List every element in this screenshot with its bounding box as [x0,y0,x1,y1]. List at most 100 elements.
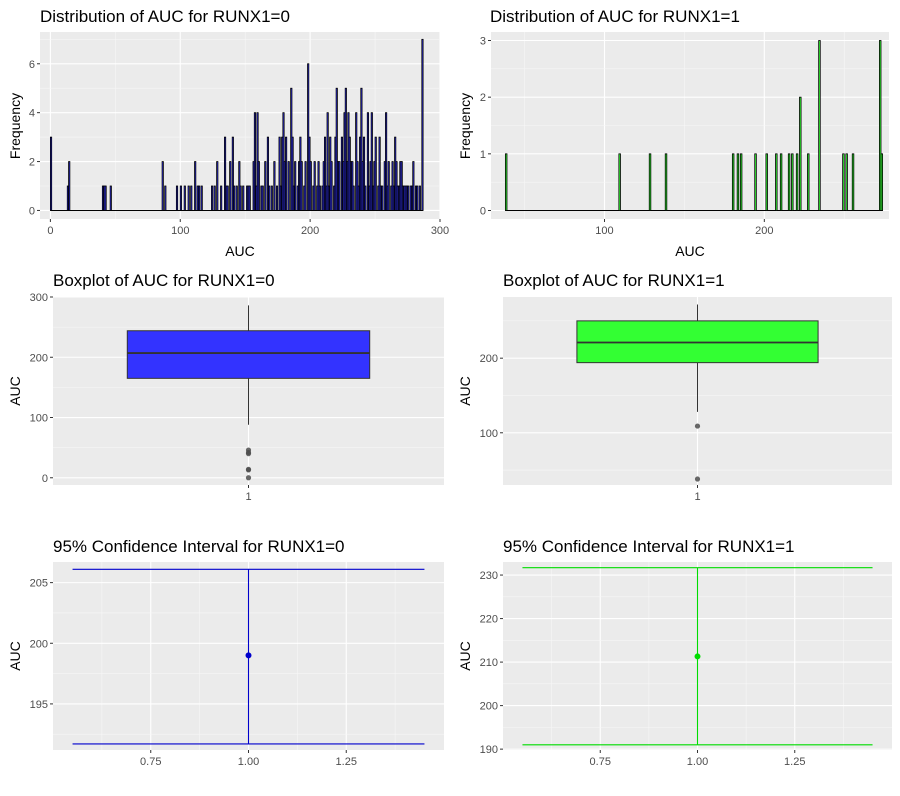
box1-y-tick-label: 200 [480,353,498,365]
box0-outlier-point [245,466,252,472]
hist0-bar [318,185,321,211]
box0-x-tick-label: 1 [245,491,251,503]
box0-marks [126,305,371,481]
hist1-bar [795,153,799,211]
hist0-y-tick-label: 0 [29,205,35,217]
box0-outlier-point [245,447,252,453]
hist1-x-ticks: 100 200 [595,219,774,237]
ci1-marks [522,567,873,746]
hist0-x-tick-label: 300 [431,225,449,237]
hist0-bar [187,185,190,211]
box0-y-tick-label: 100 [30,413,48,425]
box0-y-label: AUC [7,376,23,406]
hist0-bar [213,185,216,211]
hist0-y-tick-label: 6 [29,59,35,71]
hist1-bar [791,153,794,211]
hist1-bar [779,153,783,211]
ci1-x-tick-label: 1.00 [687,756,708,768]
ci0-y-label: AUC [7,641,23,671]
box0-y-tick-label: 200 [30,352,48,364]
hist0-bar [374,136,377,211]
hist0-bar [273,161,276,211]
ci1-y-tick-label: 200 [480,701,498,713]
hist1-y-tick-label: 1 [480,149,486,161]
hist0-y-ticks: 0 2 4 6 [29,59,40,217]
ci1-x-ticks: 0.75 1.00 1.25 [590,750,805,768]
ci1-title: 95% Confidence Interval for RUNX1=1 [503,537,795,556]
hist0-bar [285,136,288,211]
hist1-bar [731,153,735,211]
ci0-x-ticks: 0.75 1.00 1.25 [140,750,357,768]
hist1-bar [664,153,668,211]
box1-marks [576,304,819,482]
hist0-bar [226,185,229,211]
ci0-x-tick-label: 0.75 [140,756,161,768]
hist0-bar [270,185,273,211]
hist0-bar [366,112,369,211]
hist0-bar [248,185,251,211]
ci1-x-tick-label: 0.75 [590,756,611,768]
hist0-bar [335,87,338,211]
hist0-bar [220,185,223,211]
hist0-bar [330,161,333,211]
hist0-y-tick-label: 4 [29,108,35,120]
hist0-x-tick-label: 200 [301,225,319,237]
hist0-bar [360,87,363,211]
hist1-bar [648,153,652,211]
hist0-panel: Distribution of AUC for RUNX1=0 0 100 200 3… [7,7,449,259]
hist1-bar [787,153,791,211]
hist1-bar [807,153,810,211]
box0-x-ticks: 1 [245,485,252,503]
hist0-bar [161,161,164,211]
box1-title: Boxplot of AUC for RUNX1=1 [503,271,725,290]
hist0-bar [294,161,297,211]
hist0-bar [407,185,410,211]
box1-outlier-point [694,423,701,429]
ci0-mean-point [245,652,252,659]
hist1-bar [736,153,740,211]
hist1-bar [739,153,743,211]
hist0-bar [421,38,424,211]
hist1-bar [765,153,768,211]
hist0-bar [190,185,193,211]
hist0-bar [412,161,415,211]
hist1-panel: Distribution of AUC for RUNX1=1 100 200 0… [457,7,889,259]
hist1-bar [504,153,508,211]
hist0-bar [266,136,269,211]
hist0-bar [200,185,203,211]
hist0-bar [235,185,238,211]
hist0-bar [352,185,355,211]
hist0-y-label: Frequency [7,93,23,159]
hist1-bar [842,153,845,211]
ci0-x-tick-label: 1.00 [238,756,259,768]
hist1-bar [851,153,855,211]
hist1-bar [818,40,821,211]
box0-panel: Boxplot of AUC for RUNX1=0 1 0100200300 … [7,271,444,503]
box0-y-tick-label: 300 [30,292,48,304]
hist0-bar [385,112,388,211]
hist0-bar [183,185,186,211]
hist0-bar [326,112,329,211]
hist0-bar [261,185,264,211]
ci0-y-tick-label: 205 [30,578,48,590]
hist0-title: Distribution of AUC for RUNX1=0 [40,7,290,26]
hist0-bar [278,136,281,211]
ci0-y-ticks: 195 200 205 [30,578,53,711]
hist0-bar [239,185,242,211]
hist1-x-tick-label: 100 [595,225,613,237]
hist0-bar [378,136,381,211]
hist0-bar [216,161,219,211]
hist1-bar [754,153,757,211]
hist1-x-label: AUC [675,243,705,259]
ci1-y-label: AUC [457,641,473,671]
box1-y-tick-label: 100 [480,428,498,440]
ci1-y-tick-label: 210 [480,657,498,669]
hist0-bars [49,38,424,211]
hist0-bar [164,185,167,211]
hist1-y-tick-label: 0 [480,206,486,218]
hist0-bar [179,185,182,211]
box1-x-ticks: 1 [694,485,701,503]
hist1-x-tick-label: 200 [755,225,773,237]
ci0-x-tick-label: 1.25 [336,756,357,768]
ci0-marks [72,568,425,745]
